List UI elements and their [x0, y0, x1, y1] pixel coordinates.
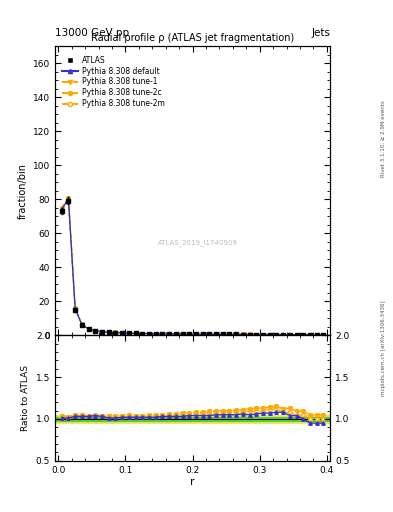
Bar	[55, 417, 330, 420]
Title: Radial profile ρ (ATLAS jet fragmentation): Radial profile ρ (ATLAS jet fragmentatio…	[91, 33, 294, 42]
Y-axis label: fraction/bin: fraction/bin	[17, 163, 28, 219]
Text: 13000 GeV pp: 13000 GeV pp	[55, 28, 129, 38]
Bar	[55, 415, 330, 423]
Text: ATLAS_2019_I1740909: ATLAS_2019_I1740909	[158, 239, 238, 246]
Text: mcplots.cern.ch [arXiv:1306.3436]: mcplots.cern.ch [arXiv:1306.3436]	[381, 301, 386, 396]
Y-axis label: Ratio to ATLAS: Ratio to ATLAS	[21, 365, 30, 431]
Legend: ATLAS, Pythia 8.308 default, Pythia 8.308 tune-1, Pythia 8.308 tune-2c, Pythia 8: ATLAS, Pythia 8.308 default, Pythia 8.30…	[62, 56, 165, 109]
X-axis label: r: r	[190, 477, 195, 487]
Text: Rivet 3.1.10, ≥ 2.9M events: Rivet 3.1.10, ≥ 2.9M events	[381, 100, 386, 177]
Text: Jets: Jets	[311, 28, 330, 38]
